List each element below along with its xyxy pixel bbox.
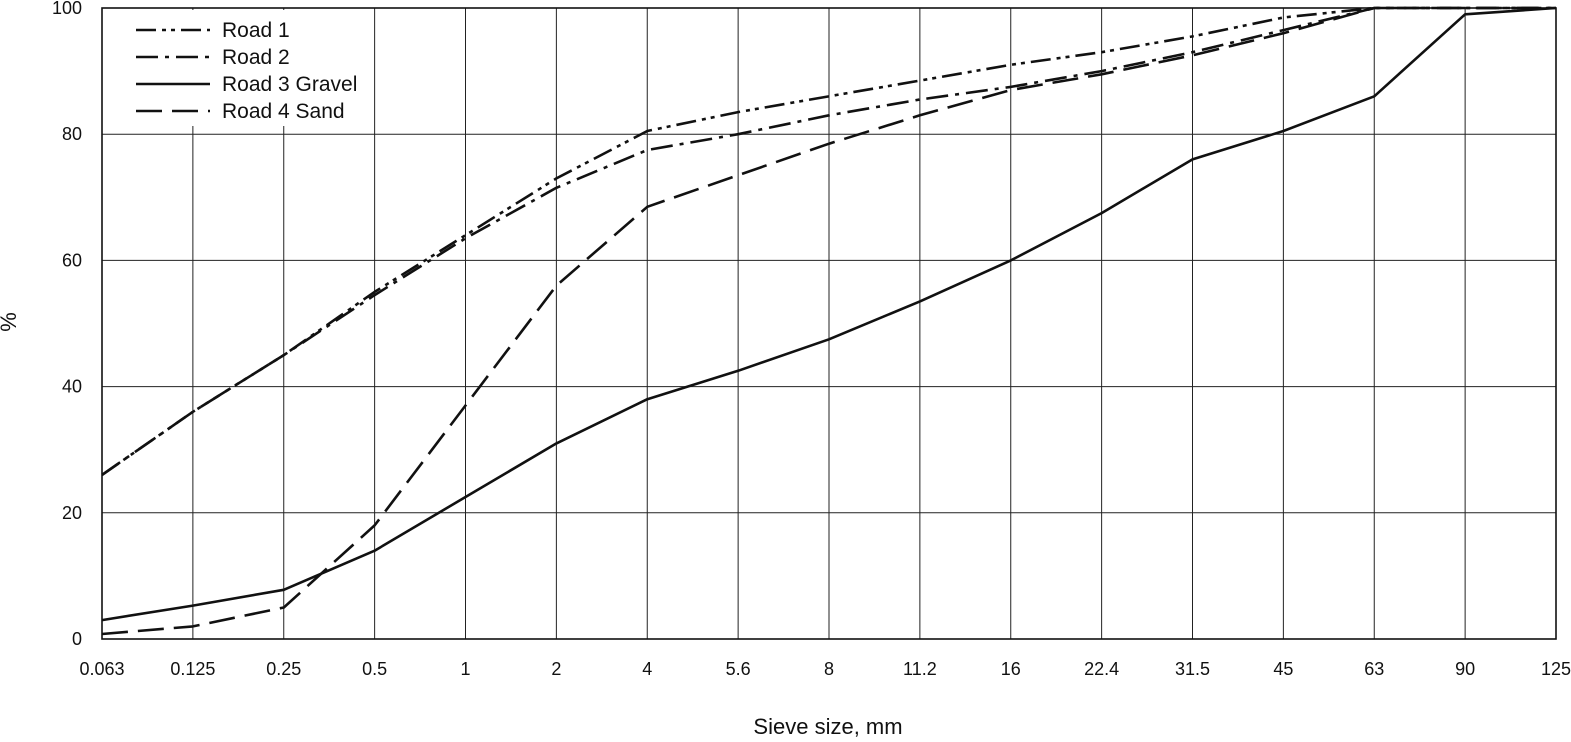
x-tick-label: 2 [551, 659, 561, 679]
y-axis-title: % [0, 312, 21, 332]
x-tick-label: 1 [460, 659, 470, 679]
x-tick-labels: 0.063 0.125 0.25 0.5 1 2 4 5.6 8 11.2 16 22.4 31.5 45… [79, 659, 1571, 679]
x-tick-label: 45 [1273, 659, 1293, 679]
y-tick-label: 100 [52, 0, 82, 18]
x-tick-label: 8 [824, 659, 834, 679]
x-tick-label: 31.5 [1175, 659, 1210, 679]
x-tick-label: 11.2 [903, 659, 937, 679]
y-tick-labels: 0 20 40 60 80 100 [52, 0, 82, 649]
series-line-4 [101, 6, 1556, 636]
series-line-2 [101, 6, 1556, 476]
plot-frame [101, 7, 1557, 640]
x-tick-label: 0.063 [79, 659, 124, 679]
x-tick-label: 0.5 [362, 659, 387, 679]
legend-label: Road 1 [222, 19, 290, 42]
legend-label: Road 2 [222, 46, 290, 69]
x-tick-label: 63 [1364, 659, 1384, 679]
y-tick-label: 20 [62, 503, 82, 523]
series-line-3 [101, 6, 1557, 622]
x-tick-label: 125 [1541, 659, 1571, 679]
x-tick-label: 22.4 [1084, 659, 1119, 679]
y-tick-label: 80 [62, 124, 82, 144]
y-tick-label: 0 [72, 629, 82, 649]
x-tick-label: 90 [1455, 659, 1475, 679]
legend-label: Road 3 Gravel [222, 73, 357, 96]
y-tick-label: 40 [62, 377, 82, 397]
x-tick-label: 0.25 [266, 659, 301, 679]
series-lines [101, 6, 1557, 636]
series-line-1 [101, 6, 1556, 476]
legend: Road 1 Road 2 Road 3 Gravel Road 4 Sand [122, 10, 372, 126]
y-tick-label: 60 [62, 250, 82, 270]
x-tick-label: 4 [642, 659, 652, 679]
x-axis-title: Sieve size, mm [753, 714, 902, 739]
x-tick-label: 16 [1001, 659, 1021, 679]
x-tick-label: 5.6 [726, 659, 751, 679]
x-tick-label: 0.125 [170, 659, 215, 679]
legend-label: Road 4 Sand [222, 100, 345, 123]
